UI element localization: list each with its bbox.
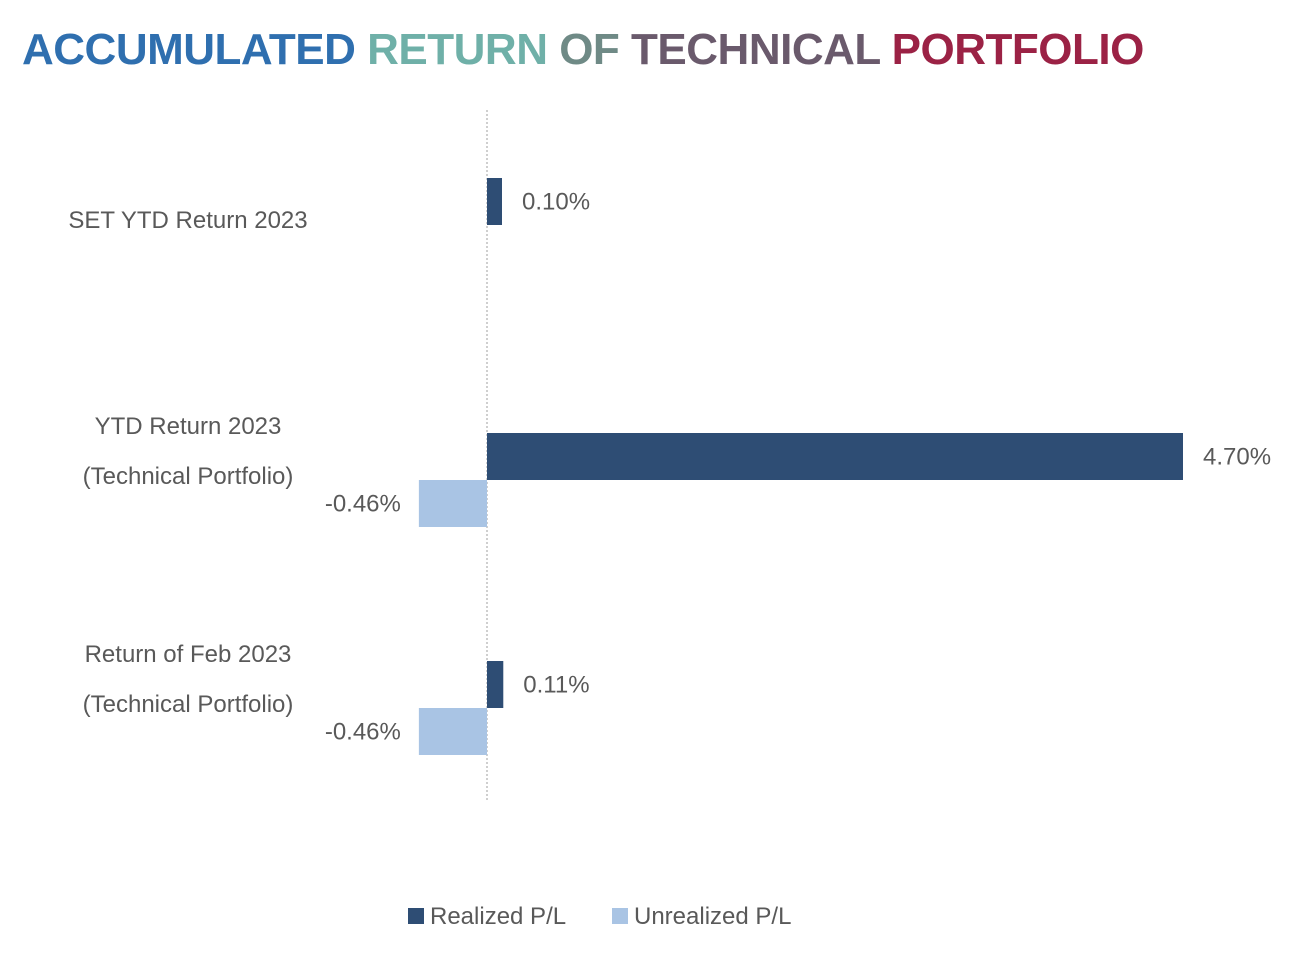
category-label-2-0: Return of Feb 2023 (85, 641, 292, 668)
bar-realized-0 (487, 178, 502, 225)
title-part-1: ACCUMULATED (22, 25, 356, 74)
title-part-3: OF (547, 25, 620, 74)
bar-realized-2 (487, 661, 504, 708)
data-label-unrealized-1: -0.46% (325, 491, 401, 518)
bar-unrealized-2 (418, 708, 487, 755)
title-part-5: PORTFOLIO (879, 25, 1145, 74)
bar-unrealized-1 (418, 480, 487, 527)
legend-label-realized: Realized P/L (430, 903, 566, 930)
data-label-realized-1: 4.70% (1203, 444, 1271, 471)
legend-swatch-realized (408, 908, 424, 924)
category-label-1-1: (Technical Portfolio) (83, 463, 294, 490)
data-label-realized-2: 0.11% (523, 672, 589, 699)
category-label-2-1: (Technical Portfolio) (83, 691, 294, 718)
chart-title: ACCUMULATED RETURN OF TECHNICAL PORTFOLI… (22, 24, 1144, 76)
title-part-2: RETURN (355, 25, 548, 74)
title-part-4: TECHNICAL (619, 25, 880, 74)
legend-swatch-unrealized (612, 908, 628, 924)
data-label-unrealized-2: -0.46% (325, 719, 401, 746)
category-label-0-0: SET YTD Return 2023 (68, 207, 307, 234)
data-label-realized-0: 0.10% (522, 189, 590, 216)
bar-realized-1 (487, 433, 1183, 480)
legend-label-unrealized: Unrealized P/L (634, 903, 791, 930)
category-label-1-0: YTD Return 2023 (95, 413, 282, 440)
